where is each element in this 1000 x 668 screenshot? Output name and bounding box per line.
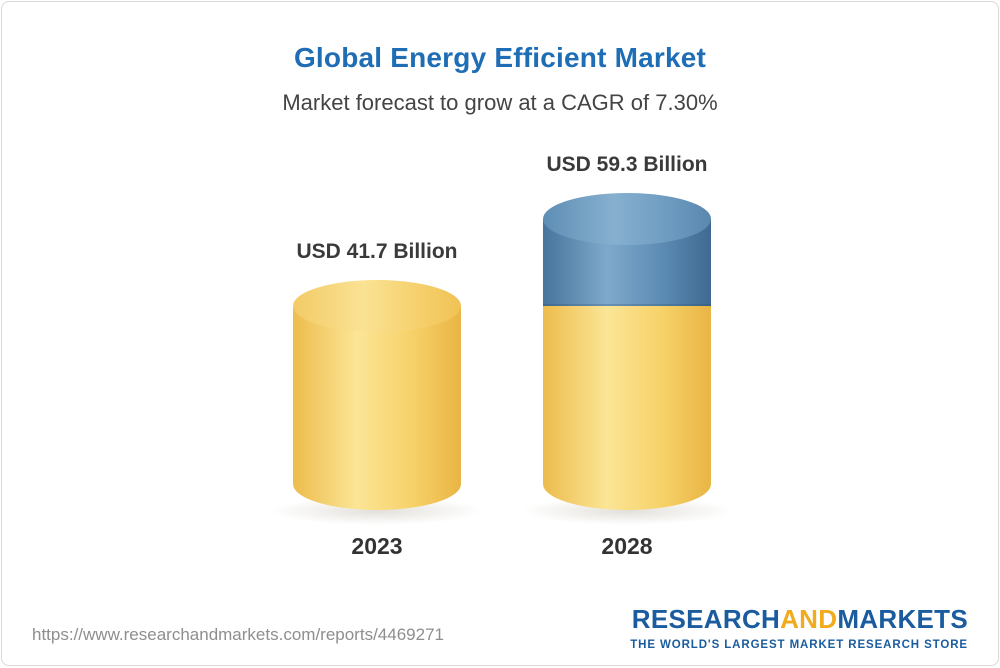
axis-label-2028: 2028 [601,533,653,559]
chart-header: Global Energy Efficient Market Market fo… [2,2,998,116]
logo-word-markets: MARKETS [837,604,968,634]
bar-2028-base-body [543,305,711,510]
bar-2023-body [293,305,461,510]
report-url-link[interactable]: https://www.researchandmarkets.com/repor… [32,625,444,644]
logo-tagline: THE WORLD'S LARGEST MARKET RESEARCH STOR… [630,639,968,651]
research-and-markets-logo: RESEARCHANDMARKETS THE WORLD'S LARGEST M… [630,604,968,651]
logo-word-and: AND [780,604,838,634]
bar-2028 [543,193,711,510]
bar-2028-top-ellipse [543,193,711,246]
logo-wordmark: RESEARCHANDMARKETS [630,604,968,635]
bar-2023 [293,279,461,510]
axis-label-2023: 2023 [351,533,403,559]
chart-title: Global Energy Efficient Market [293,42,707,73]
logo-word-research: RESEARCH [631,604,781,634]
chart-subtitle: Market forecast to grow at a CAGR of 7.3… [282,90,718,115]
value-label-2023: USD 41.7 Billion [296,239,458,263]
bar-2028-growth-segment [543,193,711,306]
value-label-2028: USD 59.3 Billion [546,153,708,177]
bar-2028-base-segment [543,305,711,510]
bar-2023-top-ellipse [293,279,461,332]
